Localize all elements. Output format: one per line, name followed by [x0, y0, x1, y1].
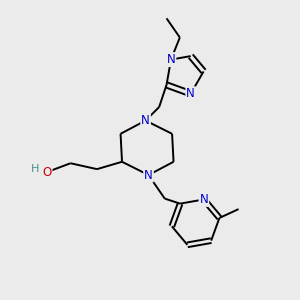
Text: N: N	[200, 193, 208, 206]
Text: O: O	[42, 166, 52, 178]
Text: N: N	[186, 87, 195, 100]
Text: H: H	[30, 164, 39, 173]
Text: N: N	[144, 169, 153, 182]
Text: N: N	[141, 114, 150, 127]
Text: N: N	[167, 53, 176, 66]
